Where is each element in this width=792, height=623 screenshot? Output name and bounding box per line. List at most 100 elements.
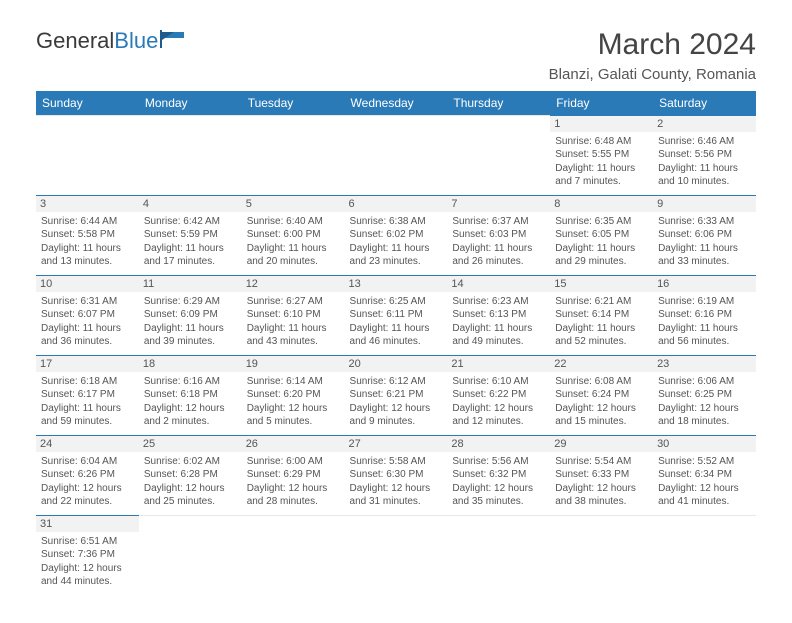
calendar-cell: 13 Sunrise: 6:25 AMSunset: 6:11 PMDayligh… — [345, 275, 448, 355]
day-number: 21 — [447, 356, 550, 372]
logo: GeneralBlue — [36, 28, 186, 54]
day-details: Sunrise: 6:35 AMSunset: 6:05 PMDaylight:… — [555, 215, 648, 269]
day-details: Sunrise: 6:51 AMSunset: 7:36 PMDaylight:… — [41, 535, 134, 589]
calendar-cell: 15 Sunrise: 6:21 AMSunset: 6:14 PMDayligh… — [550, 275, 653, 355]
day-number: 6 — [345, 196, 448, 212]
day-details: Sunrise: 6:18 AMSunset: 6:17 PMDaylight:… — [41, 375, 134, 429]
calendar-cell: 9 Sunrise: 6:33 AMSunset: 6:06 PMDaylight… — [653, 195, 756, 275]
day-details: Sunrise: 6:04 AMSunset: 6:26 PMDaylight:… — [41, 455, 134, 509]
day-details: Sunrise: 5:54 AMSunset: 6:33 PMDaylight:… — [555, 455, 648, 509]
calendar-cell: 1Sunrise: 6:48 AMSunset: 5:55 PMDaylight… — [550, 116, 653, 196]
day-details: Sunrise: 6:00 AMSunset: 6:29 PMDaylight:… — [247, 455, 340, 509]
day-details: Sunrise: 6:48 AMSunset: 5:55 PMDaylight:… — [555, 135, 648, 189]
day-number: 25 — [139, 436, 242, 452]
day-details: Sunrise: 6:31 AMSunset: 6:07 PMDaylight:… — [41, 295, 134, 349]
calendar-cell: 31 Sunrise: 6:51 AMSunset: 7:36 PMDayligh… — [36, 515, 139, 595]
calendar-cell: 5 Sunrise: 6:40 AMSunset: 6:00 PMDaylight… — [242, 195, 345, 275]
title-block: March 2024 Blanzi, Galati County, Romani… — [549, 28, 756, 83]
calendar-cell: 23Sunrise: 6:06 AMSunset: 6:25 PMDayligh… — [653, 355, 756, 435]
calendar-cell: 19Sunrise: 6:14 AMSunset: 6:20 PMDayligh… — [242, 355, 345, 435]
day-details: Sunrise: 6:12 AMSunset: 6:21 PMDaylight:… — [350, 375, 443, 429]
calendar-cell — [447, 515, 550, 595]
day-number: 26 — [242, 436, 345, 452]
calendar-cell: 20Sunrise: 6:12 AMSunset: 6:21 PMDayligh… — [345, 355, 448, 435]
calendar-cell: 3Sunrise: 6:44 AMSunset: 5:58 PMDaylight… — [36, 195, 139, 275]
calendar-cell: 29 Sunrise: 5:54 AMSunset: 6:33 PMDayligh… — [550, 435, 653, 515]
day-details: Sunrise: 5:58 AMSunset: 6:30 PMDaylight:… — [350, 455, 443, 509]
day-number: 5 — [242, 196, 345, 212]
calendar-cell: 11 Sunrise: 6:29 AMSunset: 6:09 PMDayligh… — [139, 275, 242, 355]
calendar-cell: 4Sunrise: 6:42 AMSunset: 5:59 PMDaylight… — [139, 195, 242, 275]
calendar-cell: 16 Sunrise: 6:19 AMSunset: 6:16 PMDayligh… — [653, 275, 756, 355]
calendar-cell: 30Sunrise: 5:52 AMSunset: 6:34 PMDayligh… — [653, 435, 756, 515]
calendar-row: 17 Sunrise: 6:18 AMSunset: 6:17 PMDayligh… — [36, 355, 756, 435]
logo-text: GeneralBlue — [36, 28, 158, 54]
day-number: 2 — [653, 116, 756, 132]
weekday-header: Monday — [139, 91, 242, 116]
day-details: Sunrise: 6:37 AMSunset: 6:03 PMDaylight:… — [452, 215, 545, 269]
calendar-cell — [447, 116, 550, 196]
day-number: 10 — [36, 276, 139, 292]
day-number: 11 — [139, 276, 242, 292]
day-details: Sunrise: 6:33 AMSunset: 6:06 PMDaylight:… — [658, 215, 751, 269]
day-number: 14 — [447, 276, 550, 292]
day-details: Sunrise: 6:19 AMSunset: 6:16 PMDaylight:… — [658, 295, 751, 349]
header: GeneralBlue March 2024 Blanzi, Galati Co… — [36, 28, 756, 83]
calendar-cell: 12 Sunrise: 6:27 AMSunset: 6:10 PMDayligh… — [242, 275, 345, 355]
month-title: March 2024 — [549, 28, 756, 62]
calendar-cell — [139, 515, 242, 595]
day-number: 29 — [550, 436, 653, 452]
day-number: 17 — [36, 356, 139, 372]
calendar-cell: 25Sunrise: 6:02 AMSunset: 6:28 PMDayligh… — [139, 435, 242, 515]
logo-text-2: Blue — [114, 28, 158, 53]
day-number: 13 — [345, 276, 448, 292]
calendar-row: 1Sunrise: 6:48 AMSunset: 5:55 PMDaylight… — [36, 116, 756, 196]
calendar-row: 10 Sunrise: 6:31 AMSunset: 6:07 PMDayligh… — [36, 275, 756, 355]
day-number: 15 — [550, 276, 653, 292]
calendar-cell — [550, 515, 653, 595]
weekday-header: Sunday — [36, 91, 139, 116]
weekday-header: Wednesday — [345, 91, 448, 116]
weekday-header: Tuesday — [242, 91, 345, 116]
day-number: 28 — [447, 436, 550, 452]
calendar-cell: 26 Sunrise: 6:00 AMSunset: 6:29 PMDayligh… — [242, 435, 345, 515]
calendar-cell — [653, 515, 756, 595]
calendar-cell: 22Sunrise: 6:08 AMSunset: 6:24 PMDayligh… — [550, 355, 653, 435]
calendar-cell: 17 Sunrise: 6:18 AMSunset: 6:17 PMDayligh… — [36, 355, 139, 435]
day-details: Sunrise: 6:06 AMSunset: 6:25 PMDaylight:… — [658, 375, 751, 429]
calendar-cell — [345, 116, 448, 196]
day-number: 16 — [653, 276, 756, 292]
calendar-table: SundayMondayTuesdayWednesdayThursdayFrid… — [36, 91, 756, 595]
calendar-cell — [242, 515, 345, 595]
day-details: Sunrise: 6:40 AMSunset: 6:00 PMDaylight:… — [247, 215, 340, 269]
day-number: 4 — [139, 196, 242, 212]
calendar-cell: 28 Sunrise: 5:56 AMSunset: 6:32 PMDayligh… — [447, 435, 550, 515]
calendar-cell — [139, 116, 242, 196]
day-details: Sunrise: 6:21 AMSunset: 6:14 PMDaylight:… — [555, 295, 648, 349]
flag-icon — [160, 30, 186, 53]
day-number: 22 — [550, 356, 653, 372]
day-number: 24 — [36, 436, 139, 452]
day-number: 31 — [36, 516, 139, 532]
day-details: Sunrise: 5:56 AMSunset: 6:32 PMDaylight:… — [452, 455, 545, 509]
calendar-row: 31 Sunrise: 6:51 AMSunset: 7:36 PMDayligh… — [36, 515, 756, 595]
calendar-cell: 14Sunrise: 6:23 AMSunset: 6:13 PMDayligh… — [447, 275, 550, 355]
day-details: Sunrise: 6:29 AMSunset: 6:09 PMDaylight:… — [144, 295, 237, 349]
day-number: 9 — [653, 196, 756, 212]
day-details: Sunrise: 6:16 AMSunset: 6:18 PMDaylight:… — [144, 375, 237, 429]
day-details: Sunrise: 6:44 AMSunset: 5:58 PMDaylight:… — [41, 215, 134, 269]
weekday-header: Friday — [550, 91, 653, 116]
calendar-cell — [36, 116, 139, 196]
day-details: Sunrise: 6:46 AMSunset: 5:56 PMDaylight:… — [658, 135, 751, 189]
calendar-row: 3Sunrise: 6:44 AMSunset: 5:58 PMDaylight… — [36, 195, 756, 275]
day-number: 18 — [139, 356, 242, 372]
day-number: 12 — [242, 276, 345, 292]
calendar-cell: 6 Sunrise: 6:38 AMSunset: 6:02 PMDaylight… — [345, 195, 448, 275]
calendar-cell: 27Sunrise: 5:58 AMSunset: 6:30 PMDayligh… — [345, 435, 448, 515]
day-details: Sunrise: 6:25 AMSunset: 6:11 PMDaylight:… — [350, 295, 443, 349]
day-details: Sunrise: 6:38 AMSunset: 6:02 PMDaylight:… — [350, 215, 443, 269]
day-details: Sunrise: 6:27 AMSunset: 6:10 PMDaylight:… — [247, 295, 340, 349]
weekday-header: Thursday — [447, 91, 550, 116]
day-number: 30 — [653, 436, 756, 452]
day-details: Sunrise: 6:10 AMSunset: 6:22 PMDaylight:… — [452, 375, 545, 429]
